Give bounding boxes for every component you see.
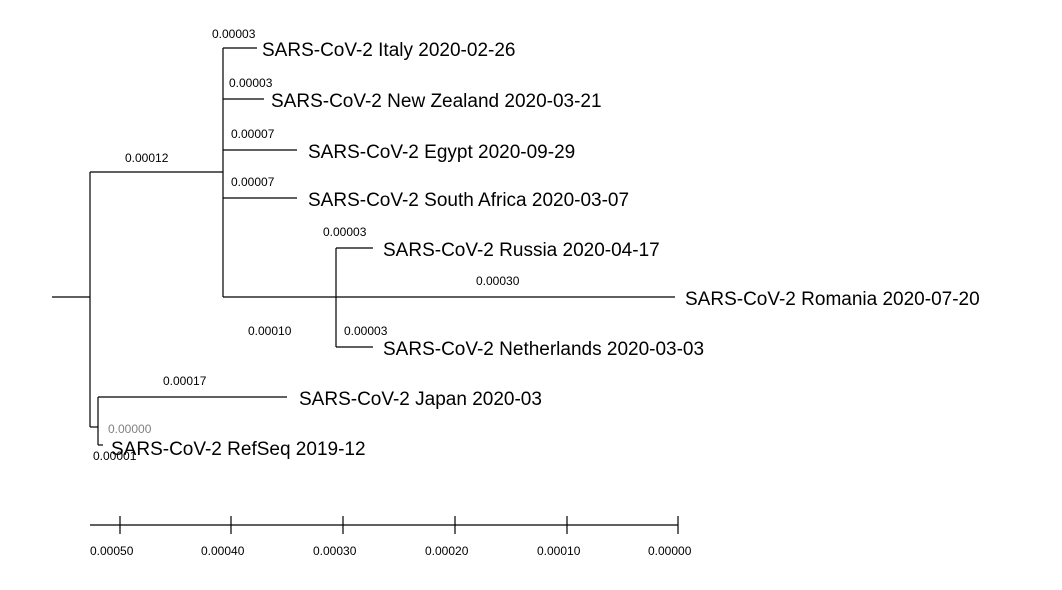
scale-tick-marks bbox=[119, 516, 679, 534]
russia-netherlands-length: 0.00010 bbox=[248, 324, 292, 338]
leaf-egypt: SARS-CoV-2 Egypt 2020-09-29 bbox=[308, 142, 575, 163]
japan-length: 0.00017 bbox=[163, 374, 207, 388]
scale-tick-label: 0.00050 bbox=[90, 544, 134, 558]
scale-tick-label: 0.00020 bbox=[425, 544, 469, 558]
italy-length: 0.00003 bbox=[212, 27, 256, 41]
new-zealand-length: 0.00003 bbox=[229, 76, 273, 90]
main-clade-length: 0.00012 bbox=[125, 151, 169, 165]
south-africa-length: 0.00007 bbox=[231, 175, 275, 189]
leaf-south-africa: SARS-CoV-2 South Africa 2020-03-07 bbox=[308, 190, 629, 211]
leaf-new-zealand: SARS-CoV-2 New Zealand 2020-03-21 bbox=[271, 91, 602, 112]
scale-tick-label: 0.00040 bbox=[201, 544, 245, 558]
scale-tick-label: 0.00030 bbox=[313, 544, 357, 558]
leaf-refseq: SARS-CoV-2 RefSeq 2019-12 bbox=[111, 439, 366, 460]
russia-length: 0.00003 bbox=[323, 225, 367, 239]
scale-tick-label: 0.00000 bbox=[648, 544, 692, 558]
leaf-japan: SARS-CoV-2 Japan 2020-03 bbox=[299, 389, 542, 410]
netherlands-length: 0.00003 bbox=[344, 324, 388, 338]
leaf-italy: SARS-CoV-2 Italy 2020-02-26 bbox=[262, 40, 515, 61]
refseq-length: 0.00001 bbox=[93, 449, 137, 463]
leaf-russia: SARS-CoV-2 Russia 2020-04-17 bbox=[383, 240, 660, 261]
leaf-netherlands: SARS-CoV-2 Netherlands 2020-03-03 bbox=[383, 339, 704, 360]
japan-refseq-length: 0.00000 bbox=[108, 422, 152, 436]
leaf-romania: SARS-CoV-2 Romania 2020-07-20 bbox=[685, 289, 980, 310]
egypt-length: 0.00007 bbox=[231, 127, 275, 141]
romania-length: 0.00030 bbox=[476, 274, 520, 288]
scale-tick-label: 0.00010 bbox=[537, 544, 581, 558]
